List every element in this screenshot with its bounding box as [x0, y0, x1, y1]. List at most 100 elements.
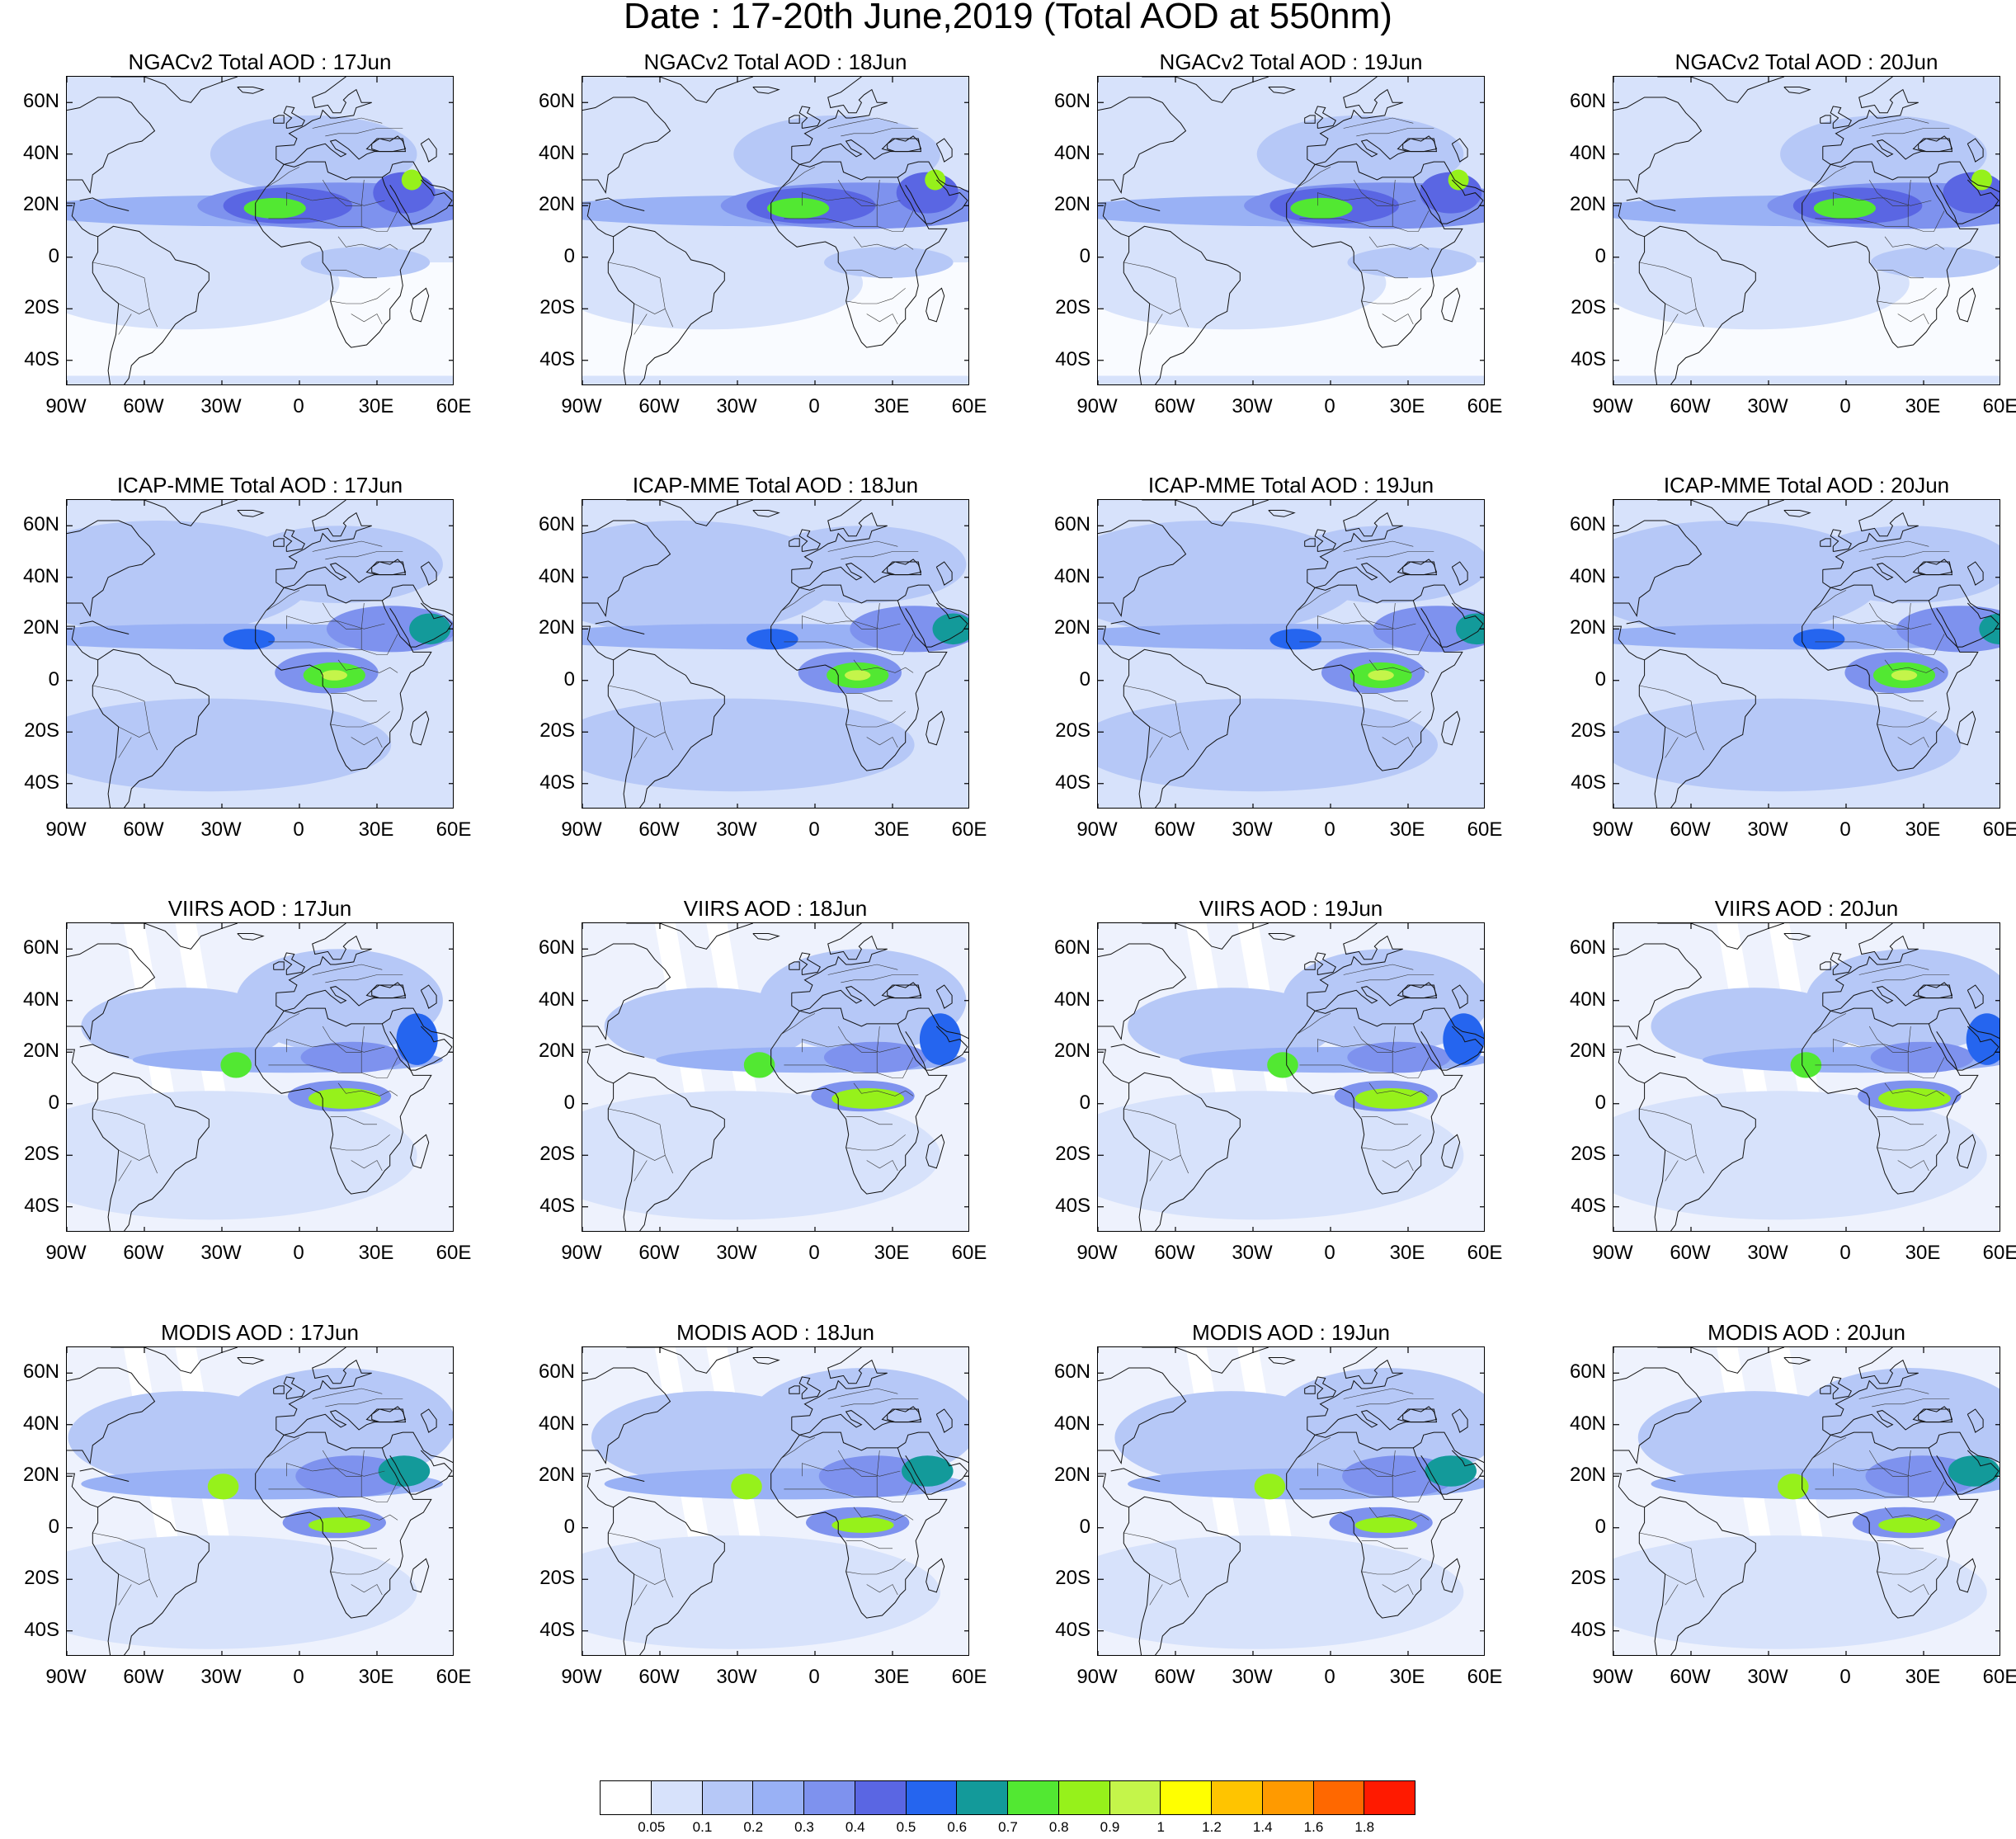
country-border: [92, 1532, 158, 1598]
lon-label: 30W: [716, 1666, 757, 1688]
panel-title: VIIRS AOD : 20Jun: [1714, 896, 1899, 921]
aod-shading: [243, 197, 306, 219]
coastline: [1957, 287, 1976, 323]
coastline: [1420, 602, 1484, 648]
country-border: [827, 964, 898, 975]
colorbar-swatch: [1057, 1780, 1110, 1815]
coastline: [1929, 161, 2000, 193]
country-border: [634, 1584, 648, 1606]
lon-label: 30W: [200, 1242, 242, 1264]
lat-label: 0: [563, 667, 575, 691]
coastline: [255, 161, 432, 348]
country-border: [634, 1149, 666, 1161]
country-border: [1286, 1013, 1331, 1050]
coastline: [582, 1473, 614, 1508]
lat-label: 20S: [1055, 1143, 1090, 1166]
country-border: [118, 726, 150, 738]
lat-label: 40S: [24, 1618, 59, 1641]
coastline: [1098, 1049, 1129, 1084]
lon-label: 90W: [561, 1242, 602, 1264]
aod-shading: [1891, 670, 1918, 681]
country-border: [1149, 303, 1181, 314]
coastline: [1307, 984, 1438, 1011]
aod-map: [1098, 77, 1484, 384]
country-border: [1802, 590, 1847, 627]
coastline: [389, 1450, 453, 1495]
aod-shading: [1098, 236, 1387, 330]
country-border: [866, 314, 898, 325]
coastline: [626, 500, 753, 526]
country-border: [1884, 236, 1945, 250]
country-border: [1317, 615, 1416, 630]
country-border: [118, 737, 132, 758]
panel-title: NGACv2 Total AOD : 17Jun: [128, 50, 392, 74]
country-border: [1356, 551, 1434, 560]
country-border: [866, 1160, 898, 1172]
aod-map: [1098, 923, 1484, 1231]
panel-title: NGACv2 Total AOD : 19Jun: [1159, 50, 1423, 74]
map-frame: [1097, 499, 1485, 809]
coastline: [607, 1496, 725, 1655]
lat-label: 40S: [24, 347, 59, 370]
aod-shading: [1455, 613, 1484, 645]
lon-label: 30E: [358, 1242, 394, 1264]
country-border: [1665, 1584, 1679, 1606]
country-border: [1317, 192, 1416, 206]
country-border: [92, 1108, 158, 1174]
lon-label: 60E: [1467, 1242, 1503, 1264]
coastline: [1110, 1044, 1161, 1058]
country-border: [1639, 262, 1704, 328]
coastline: [595, 197, 645, 211]
aod-shading: [67, 1091, 417, 1220]
lon-label: 60E: [1982, 1666, 2016, 1688]
country-border: [1149, 737, 1163, 758]
country-border: [1815, 1052, 1909, 1073]
coastline: [1613, 520, 1703, 618]
coastline: [1304, 538, 1316, 547]
country-border: [330, 1116, 377, 1125]
coastline: [1820, 961, 1831, 970]
country-border: [1356, 974, 1434, 983]
map-panel: MODIS AOD : 18Jun 60N 40N 20N 0 20S 40S 90W 60W 3…: [539, 1322, 987, 1709]
country-border: [1286, 1437, 1331, 1474]
aod-shading: [300, 247, 431, 278]
lon-label: 60E: [1982, 1242, 2016, 1264]
coastline: [789, 538, 800, 547]
coastline: [67, 1367, 156, 1465]
country-border: [268, 205, 362, 227]
aod-shading: [582, 1091, 940, 1220]
colorbar-swatch: [956, 1780, 1008, 1815]
aod-map: [1613, 923, 2000, 1231]
country-border: [634, 1573, 666, 1585]
lat-label: 40N: [1053, 141, 1090, 164]
coastline: [1626, 620, 1676, 634]
coastline: [1142, 500, 1269, 526]
country-border: [866, 1584, 898, 1596]
coastline: [92, 1072, 210, 1231]
coastline: [791, 984, 922, 1011]
lon-label: 0: [808, 818, 820, 841]
aod-shading: [1098, 1535, 1464, 1649]
country-border: [1343, 540, 1414, 552]
coastline: [1830, 1376, 1852, 1399]
lat-label: 40N: [1053, 1412, 1090, 1435]
colorbar-label: 1.4: [1252, 1819, 1273, 1835]
lon-label: 90W: [561, 818, 602, 841]
lon-label: 60W: [638, 818, 680, 841]
country-border: [877, 210, 914, 232]
lat-label: 40S: [1571, 1618, 1606, 1641]
country-border: [1353, 1026, 1396, 1053]
country-border: [1908, 634, 1945, 655]
coastline: [1783, 510, 1811, 517]
map-frame: [66, 499, 454, 809]
lon-label: 0: [1324, 1666, 1335, 1688]
lat-label: 20N: [538, 193, 575, 216]
lon-label: 30E: [1389, 818, 1425, 841]
lat-label: 0: [563, 1091, 575, 1114]
coastline: [1098, 97, 1187, 195]
country-border: [1897, 737, 1929, 748]
coastline: [1307, 1408, 1438, 1436]
country-border: [330, 270, 377, 279]
country-border: [1665, 1573, 1697, 1585]
lon-label: 0: [808, 395, 820, 417]
